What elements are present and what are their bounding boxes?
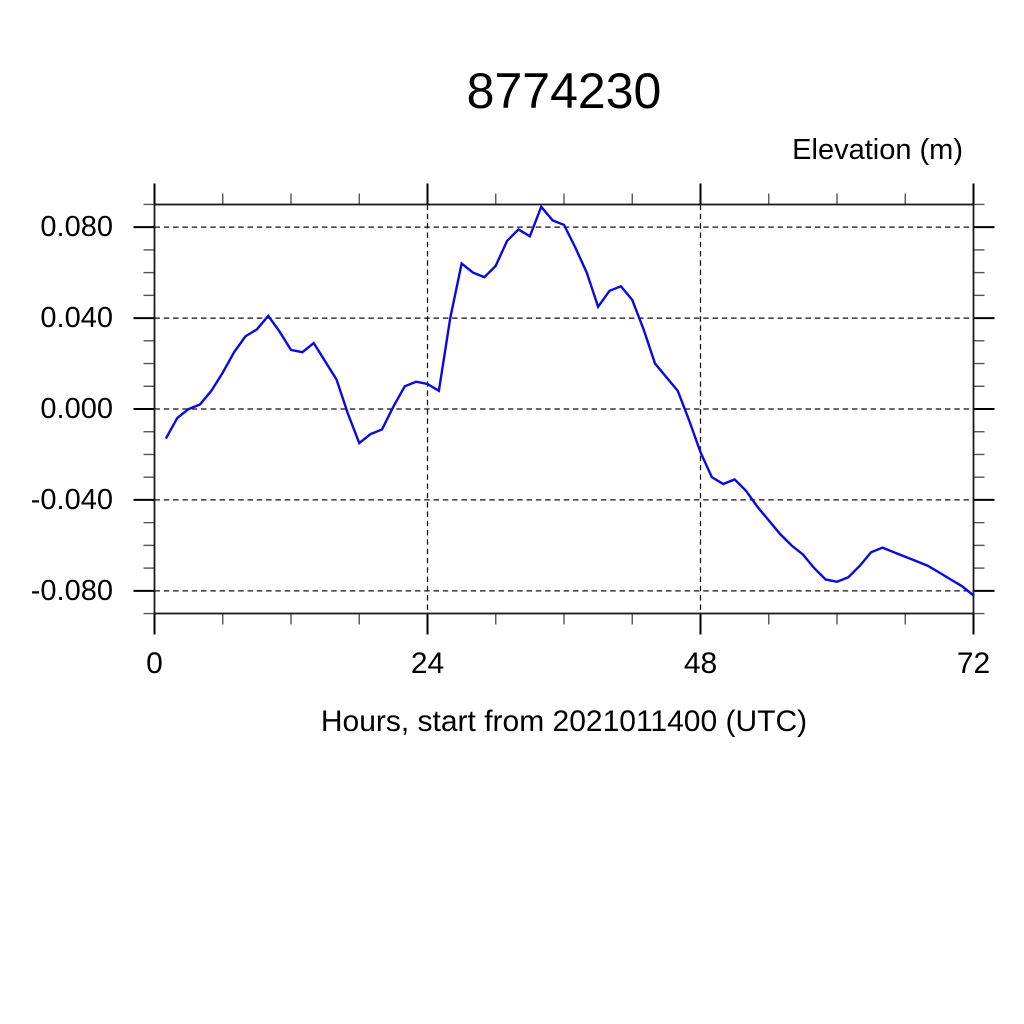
- x-tick-label: 72: [956, 647, 991, 680]
- y-tick-label: -0.080: [30, 574, 113, 607]
- plot-frame: [153, 203, 975, 615]
- chart-title: 8774230: [466, 63, 662, 119]
- x-tick-label: 0: [146, 647, 163, 680]
- y-tick-label: 0.000: [40, 393, 113, 425]
- x-axis-title: Hours, start from 2021011400 (UTC): [320, 705, 808, 738]
- y-tick-label: 0.040: [40, 302, 113, 335]
- x-tick-label: 24: [410, 647, 445, 680]
- y-tick-label: -0.040: [30, 483, 113, 516]
- y-tick-label: 0.080: [40, 211, 113, 244]
- elevation-line: [164, 204, 975, 597]
- y-axis-title: Elevation (m): [792, 134, 963, 166]
- x-tick-label: 48: [683, 647, 718, 680]
